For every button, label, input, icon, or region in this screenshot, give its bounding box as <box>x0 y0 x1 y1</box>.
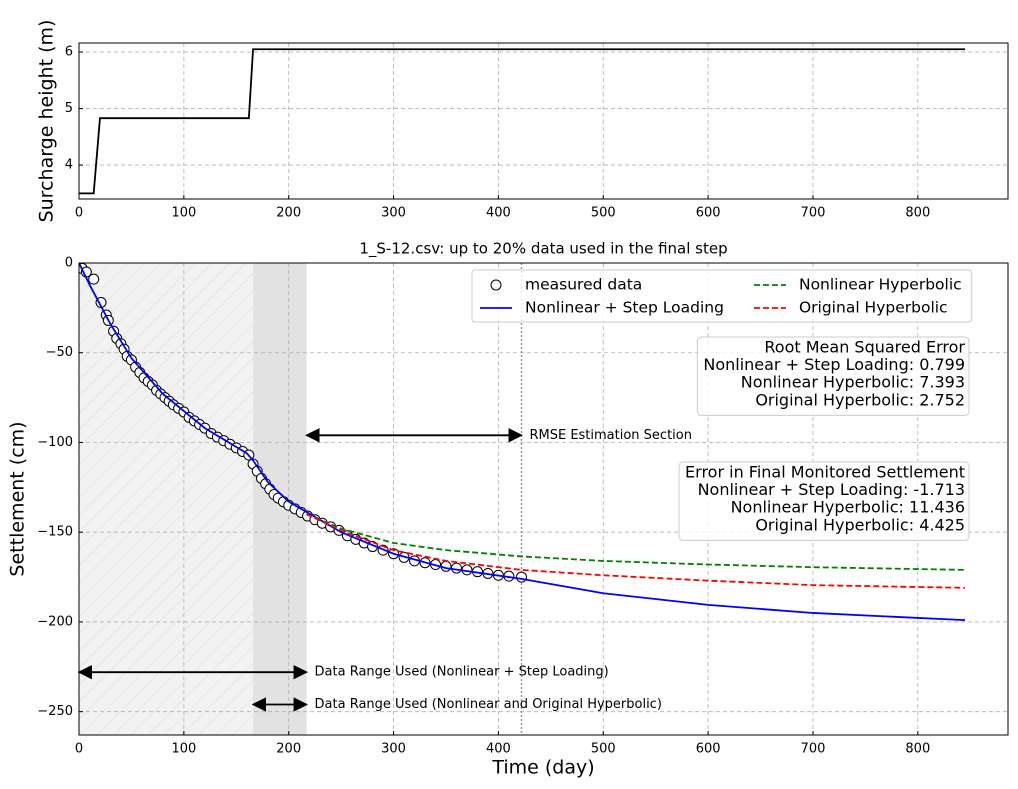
y-axis-label: Settlement (cm) <box>7 421 29 576</box>
y-tick-label: −150 <box>37 525 73 540</box>
y-tick-label: −50 <box>46 345 73 360</box>
x-tick-label: 200 <box>276 206 301 221</box>
x-tick-label: 300 <box>381 742 406 757</box>
data-point <box>450 562 462 574</box>
axes-frame <box>78 42 1009 200</box>
text-box-line: Root Mean Squared Error <box>764 338 965 357</box>
text-box-line: Nonlinear + Step Loading: -1.713 <box>698 480 965 499</box>
text-box-line: Nonlinear + Step Loading: 0.799 <box>703 355 965 374</box>
y-tick-label: 4 <box>65 158 73 173</box>
y-tick-label: 6 <box>65 45 73 60</box>
series-line <box>306 513 966 571</box>
x-tick-label: 700 <box>801 742 826 757</box>
data-point <box>88 273 100 285</box>
x-tick-label: 600 <box>696 742 721 757</box>
y-tick-label: −200 <box>37 614 73 629</box>
series-line <box>306 513 966 589</box>
x-tick-label: 800 <box>905 206 930 221</box>
x-tick-label: 0 <box>75 742 83 757</box>
axes: 0 100 200 300 400 500 600 700 800 4 5 6 Surcharge he… <box>36 20 1009 223</box>
text-box-line: Nonlinear Hyperbolic: 11.436 <box>731 498 965 517</box>
x-tick-label: 700 <box>801 206 826 221</box>
x-tick-label: 400 <box>486 206 511 221</box>
shaded-range <box>79 263 254 735</box>
series-line <box>79 263 966 622</box>
legend-box <box>471 269 973 323</box>
text-box <box>678 461 970 541</box>
legend-label: Nonlinear + Step Loading <box>525 299 724 317</box>
plot-area <box>79 263 966 622</box>
arrow-label: Data Range Used (Nonlinear and Original … <box>315 697 662 712</box>
y-tick-label: −250 <box>37 704 73 719</box>
legend-label: measured data <box>525 276 642 294</box>
x-axis-label: Time (day) <box>491 757 594 779</box>
series-line <box>79 48 966 195</box>
y-tick-label: 5 <box>65 101 73 116</box>
text-box-line: Original Hyperbolic: 4.425 <box>755 515 965 534</box>
x-tick-label: 500 <box>591 206 616 221</box>
x-tick-label: 0 <box>75 206 83 221</box>
x-tick-label: 200 <box>276 742 301 757</box>
x-tick-label: 500 <box>591 742 616 757</box>
data-point <box>515 571 527 583</box>
x-tick-label: 800 <box>905 742 930 757</box>
text-box-line: Nonlinear Hyperbolic: 7.393 <box>741 373 965 392</box>
y-tick-label: 0 <box>65 256 73 271</box>
arrow-label: Data Range Used (Nonlinear + Step Loadin… <box>315 665 609 680</box>
axes: 0 100 200 300 400 500 600 700 800 0 −50 −100 −150 −20… <box>7 240 1009 779</box>
plot-area <box>79 48 966 195</box>
text-box-line: Original Hyperbolic: 2.752 <box>755 390 965 409</box>
axes-frame <box>78 262 1009 736</box>
legend-label: Nonlinear Hyperbolic <box>799 276 962 294</box>
arrow-label: RMSE Estimation Section <box>529 428 692 443</box>
legend-label: Original Hyperbolic <box>799 299 948 317</box>
x-tick-label: 400 <box>486 742 511 757</box>
x-tick-label: 300 <box>381 206 406 221</box>
y-axis-label: Surcharge height (m) <box>36 20 58 223</box>
text-box <box>696 336 970 416</box>
text-box-line: Error in Final Monitored Settlement <box>685 463 965 482</box>
y-tick-label: −100 <box>37 435 73 450</box>
x-tick-label: 100 <box>171 206 196 221</box>
chart-title: 1_S-12.csv: up to 20% data used in the f… <box>359 240 727 259</box>
x-tick-label: 600 <box>696 206 721 221</box>
legend-marker <box>490 279 502 291</box>
x-tick-label: 100 <box>171 742 196 757</box>
